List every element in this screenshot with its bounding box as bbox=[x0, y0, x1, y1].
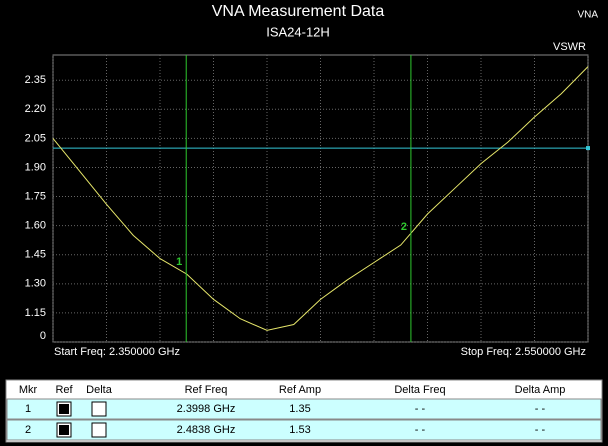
ref-freq: 2.3998 GHz bbox=[177, 403, 236, 415]
ref-amp: 1.35 bbox=[289, 403, 310, 415]
ref-checkbox-fill bbox=[59, 425, 69, 435]
ref-freq: 2.4838 GHz bbox=[177, 424, 236, 436]
delta-freq: - - bbox=[415, 424, 426, 436]
marker-label: 1 bbox=[176, 256, 182, 268]
table-header: Mkr bbox=[19, 384, 38, 396]
table-header: Ref Freq bbox=[185, 384, 228, 396]
header-row bbox=[7, 381, 601, 398]
y-tick-label: 1.75 bbox=[25, 190, 46, 202]
y-tick-label: 2.20 bbox=[25, 103, 46, 115]
row-marker: 2 bbox=[25, 424, 31, 436]
start-freq: Start Freq: 2.350000 GHz bbox=[54, 346, 180, 358]
delta-amp: - - bbox=[535, 403, 546, 415]
ref-amp: 1.53 bbox=[289, 424, 310, 436]
y-tick-label: 1.15 bbox=[25, 307, 46, 319]
y-tick-label: 1.30 bbox=[25, 278, 46, 290]
table-row bbox=[6, 419, 602, 441]
y-tick-label: 1.60 bbox=[25, 220, 46, 232]
y-axis-label: VSWR bbox=[553, 41, 586, 53]
table-header: Delta bbox=[86, 384, 113, 396]
table-header: Ref bbox=[55, 384, 73, 396]
stop-freq: Stop Freq: 2.550000 GHz bbox=[461, 346, 586, 358]
delta-freq: - - bbox=[415, 403, 426, 415]
row-marker: 1 bbox=[25, 403, 31, 415]
chart-title: VNA Measurement Data bbox=[212, 3, 385, 20]
y-tick-label: 0 bbox=[40, 330, 46, 342]
table-row bbox=[6, 398, 602, 420]
y-tick-label: 2.35 bbox=[25, 74, 46, 86]
y-tick-label: 1.45 bbox=[25, 249, 46, 261]
delta-amp: - - bbox=[535, 424, 546, 436]
table-header: Ref Amp bbox=[279, 384, 321, 396]
ref-checkbox-fill bbox=[59, 404, 69, 414]
table-header: Delta Freq bbox=[394, 384, 445, 396]
y-tick-label: 2.05 bbox=[25, 132, 46, 144]
delta-checkbox[interactable] bbox=[91, 422, 107, 438]
y-tick-label: 1.90 bbox=[25, 161, 46, 173]
chart-subtitle: ISA24-12H bbox=[266, 24, 330, 39]
threshold-end bbox=[586, 146, 590, 151]
trace bbox=[52, 66, 589, 331]
delta-checkbox[interactable] bbox=[91, 401, 107, 417]
table-header: Delta Amp bbox=[515, 384, 566, 396]
marker-table: Mkr Ref Delta Ref Freq Ref Amp Delta Freq Delt… bbox=[5, 379, 603, 443]
marker-label: 2 bbox=[401, 221, 407, 233]
corner-label: VNA bbox=[577, 10, 598, 21]
